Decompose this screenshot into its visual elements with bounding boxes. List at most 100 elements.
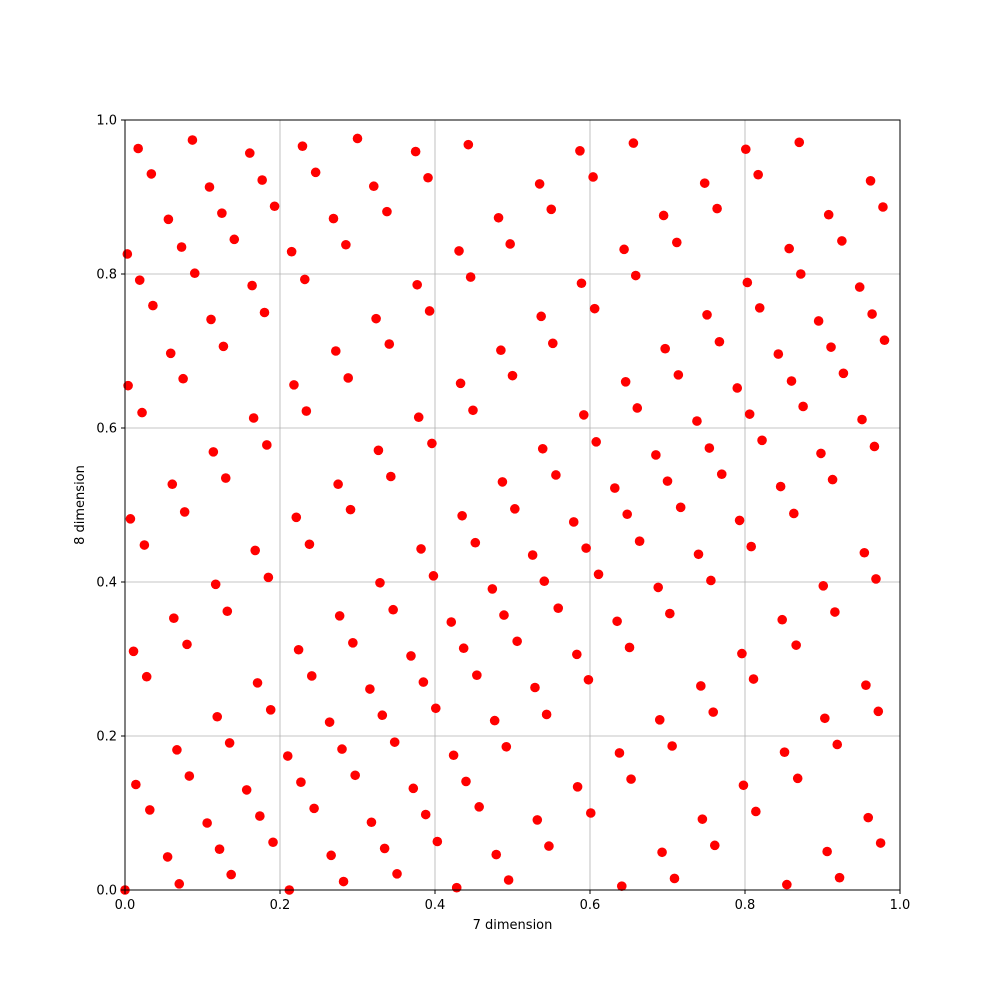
data-point [451,882,462,893]
data-point [697,814,708,824]
data-point [352,133,363,144]
data-point [532,815,543,825]
data-point [379,843,390,854]
data-point [382,206,392,217]
data-point [337,744,347,754]
data-point [505,239,515,249]
data-points [120,133,890,895]
data-point [620,377,631,387]
data-point [202,818,212,828]
data-point [375,577,385,588]
data-point [141,671,152,682]
data-point [782,879,792,890]
data-point [388,604,398,615]
x-axis-label: 7 dimension [473,918,553,933]
data-point [794,137,805,148]
data-point [350,770,360,781]
data-point [418,677,429,687]
data-point [491,849,502,860]
data-point [501,741,512,752]
data-point [301,406,312,416]
data-point [252,678,263,688]
data-point [496,345,506,356]
data-point [616,881,627,891]
data-point [626,774,636,784]
data-point [826,342,836,352]
data-point [653,582,663,593]
data-point [612,616,622,627]
y-axis-label: 8 dimension [73,465,88,545]
data-point [222,606,233,617]
data-point [416,544,426,554]
data-point [544,841,554,851]
data-point [673,370,684,380]
data-point [614,748,625,758]
data-point [128,646,139,657]
data-point [734,515,745,526]
data-point [651,450,661,460]
data-point [753,169,763,180]
data-point [424,306,435,316]
data-point [588,172,598,182]
data-point [218,341,229,352]
x-tick-label: 0.0 [115,898,136,913]
data-point [174,879,185,889]
data-point [291,512,302,523]
data-point [775,481,786,492]
data-point [247,280,257,291]
data-point [341,239,351,250]
data-point [263,572,274,583]
data-point [384,339,395,349]
data-point [220,473,231,483]
data-point [345,504,356,515]
data-point [448,750,459,761]
data-point [465,272,476,282]
data-point [873,706,884,717]
data-point [122,249,133,259]
data-point [148,300,158,311]
data-point [861,680,871,690]
data-point [827,474,838,485]
data-point [386,471,396,482]
data-point [854,282,865,292]
data-point [306,671,317,681]
data-point [837,236,847,246]
data-point [178,373,188,384]
data-point [457,510,467,521]
data-point [470,537,481,548]
data-point [704,443,715,453]
data-point [472,670,482,680]
data-point [822,846,832,857]
data-point [773,349,784,359]
data-point [420,809,431,820]
data-point [546,204,557,215]
data-point [310,167,321,178]
data-point [259,307,270,318]
data-point [331,346,341,356]
data-point [789,508,799,519]
data-point [777,614,787,625]
data-point [131,779,141,790]
data-point [583,674,594,685]
data-point [123,380,133,391]
data-point [366,817,377,828]
data-point [585,808,596,818]
data-point [813,316,824,326]
data-point [875,838,886,848]
data-point [591,437,601,447]
data-point [744,409,755,419]
data-point [751,806,761,817]
data-point [204,182,215,192]
data-point [133,143,143,154]
data-point [838,368,849,379]
data-point [746,541,756,552]
data-point [863,812,874,823]
data-point [137,407,147,418]
data-point [503,875,514,885]
data-point [309,803,319,814]
data-point [214,844,225,854]
data-point [541,709,552,720]
data-point [757,435,767,446]
data-point [324,717,335,727]
data-point [430,703,441,714]
